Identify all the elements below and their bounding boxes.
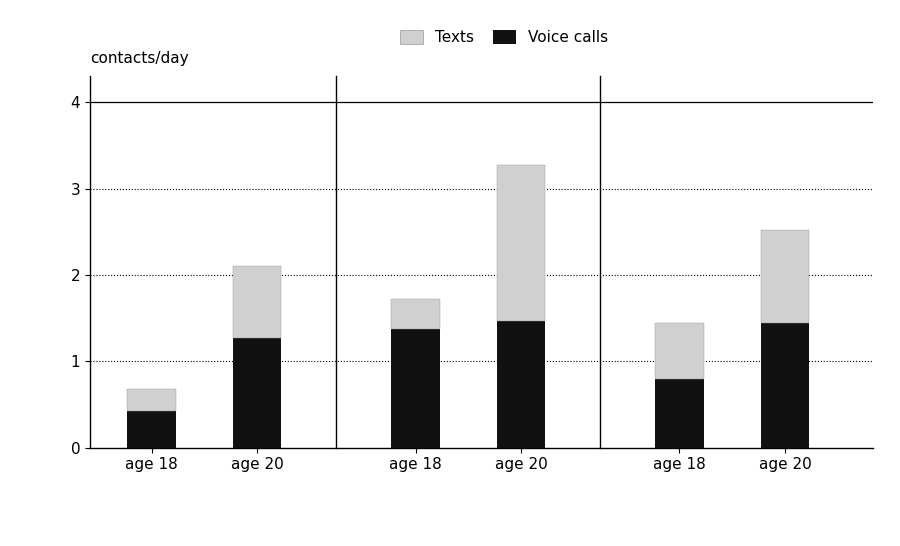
- Bar: [655, 378, 704, 448]
- Bar: [497, 165, 545, 321]
- Bar: [760, 323, 809, 448]
- Bar: [497, 321, 545, 448]
- Bar: [655, 323, 704, 378]
- Bar: [128, 389, 176, 411]
- Bar: [392, 329, 440, 448]
- Bar: [128, 411, 176, 448]
- Bar: [233, 266, 282, 338]
- Legend: Texts, Voice calls: Texts, Voice calls: [394, 24, 614, 51]
- Bar: [392, 299, 440, 329]
- Bar: [760, 230, 809, 323]
- Bar: [233, 338, 282, 448]
- Text: contacts/day: contacts/day: [90, 51, 189, 66]
